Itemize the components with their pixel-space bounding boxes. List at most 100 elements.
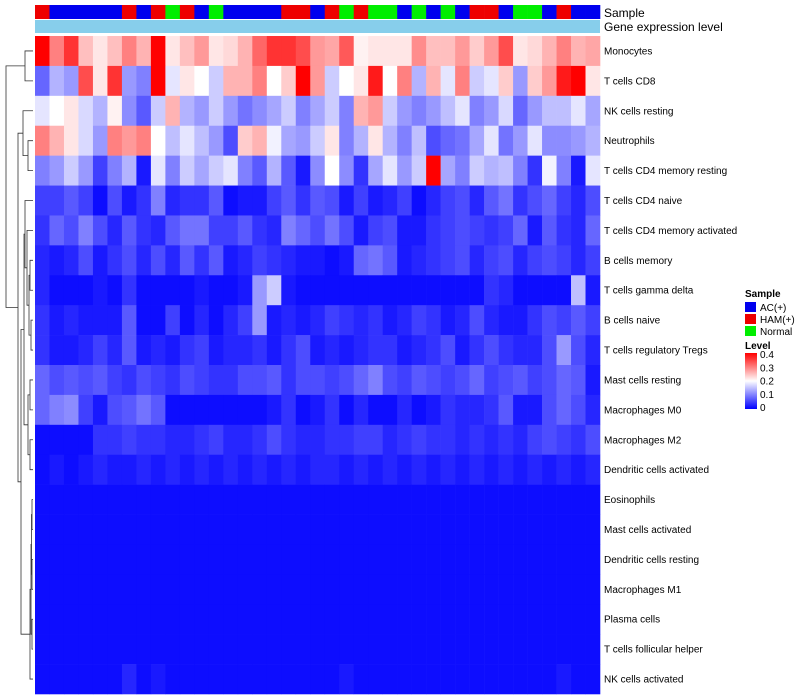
dendrogram-branch: [17, 132, 23, 483]
heatmap-cell: [237, 634, 253, 665]
heatmap-cell: [179, 305, 195, 336]
heatmap-cell: [35, 245, 50, 276]
heatmap-cell: [237, 95, 253, 127]
heatmap-cell: [571, 574, 586, 605]
heatmap-cell: [513, 155, 528, 186]
heatmap-cell: [92, 95, 108, 127]
heatmap-cell: [527, 335, 543, 366]
heatmap-cell: [513, 634, 528, 665]
heatmap-cell: [498, 454, 514, 485]
heatmap-cell: [426, 544, 441, 575]
heatmap-cell: [382, 484, 398, 515]
heatmap-cell: [295, 65, 311, 97]
heatmap-cell: [179, 365, 195, 396]
heatmap-cell: [223, 335, 239, 366]
sample-annotation-bar: [35, 5, 601, 19]
heatmap-cell: [237, 36, 253, 67]
heatmap-cell: [121, 275, 137, 306]
row-label: Macrophages M0: [604, 405, 682, 416]
heatmap-cell: [266, 305, 282, 336]
heatmap-cell: [484, 95, 499, 127]
heatmap-cell: [266, 125, 282, 156]
heatmap-cell: [571, 664, 586, 695]
heatmap-cell: [469, 95, 485, 127]
heatmap-cell: [107, 245, 123, 276]
heatmap-cell: [237, 514, 253, 545]
heatmap-cell: [411, 155, 427, 186]
row-label: Neutrophils: [604, 136, 655, 147]
row-label: T cells CD4 memory activated: [604, 226, 737, 237]
heatmap-cell: [339, 125, 355, 156]
heatmap-cell: [266, 394, 282, 426]
heatmap-cell: [440, 155, 456, 186]
heatmap-cell: [339, 664, 355, 695]
heatmap-cell: [498, 394, 514, 426]
heatmap-cell: [194, 604, 210, 635]
heatmap-cell: [498, 245, 514, 276]
heatmap-cell: [223, 424, 239, 456]
heatmap-cell: [440, 305, 456, 336]
sample-cell: [339, 5, 355, 19]
sample-cell: [585, 5, 601, 19]
heatmap-cell: [585, 484, 601, 515]
heatmap-cell: [92, 215, 108, 246]
heatmap-cell: [49, 155, 65, 186]
heatmap-cell: [63, 664, 79, 695]
heatmap-cell: [281, 574, 297, 605]
heatmap-cell: [440, 125, 456, 156]
heatmap-cell: [339, 155, 355, 186]
heatmap-cell: [310, 365, 326, 396]
heatmap-cell: [150, 335, 166, 366]
heatmap-cell: [339, 65, 355, 97]
heatmap-cell: [310, 125, 326, 156]
heatmap-cell: [440, 215, 456, 246]
heatmap-cell: [136, 36, 152, 67]
heatmap-cell: [397, 544, 412, 575]
heatmap-cell: [469, 514, 485, 545]
heatmap-cell: [353, 604, 369, 635]
heatmap-cell: [411, 394, 427, 426]
heatmap-cell: [35, 125, 50, 156]
heatmap-cell: [397, 514, 412, 545]
heatmap-cell: [426, 365, 441, 396]
heatmap-cell: [556, 514, 572, 545]
heatmap-cell: [542, 365, 557, 396]
heatmap-cell: [49, 664, 65, 695]
heatmap-cell: [295, 125, 311, 156]
heatmap-cell: [136, 365, 152, 396]
heatmap-cell: [556, 245, 572, 276]
heatmap-cell: [498, 65, 514, 97]
heatmap-cell: [136, 574, 152, 605]
heatmap-cell: [266, 634, 282, 665]
heatmap-cell: [498, 664, 514, 695]
heatmap-cell: [368, 634, 383, 665]
sample-cell: [440, 5, 456, 19]
heatmap-cell: [295, 394, 311, 426]
heatmap-cell: [498, 185, 514, 216]
heatmap-cell: [310, 185, 326, 216]
heatmap-cell: [469, 185, 485, 216]
heatmap-cell: [440, 185, 456, 216]
heatmap-cell: [121, 95, 137, 127]
heatmap-cell: [49, 484, 65, 515]
heatmap-cell: [411, 95, 427, 127]
heatmap-cell: [208, 394, 224, 426]
heatmap-cell: [498, 634, 514, 665]
heatmap-cell: [542, 185, 557, 216]
heatmap-cell: [150, 544, 166, 575]
heatmap-cell: [527, 185, 543, 216]
heatmap-cell: [455, 275, 470, 306]
heatmap-cell: [49, 544, 65, 575]
heatmap-cell: [455, 125, 470, 156]
heatmap-cell: [150, 604, 166, 635]
heatmap-cell: [310, 245, 326, 276]
heatmap-cell: [571, 215, 586, 246]
heatmap-cell: [556, 424, 572, 456]
heatmap-cell: [542, 275, 557, 306]
heatmap-cell: [527, 424, 543, 456]
heatmap-cell: [310, 394, 326, 426]
heatmap-cell: [484, 215, 499, 246]
heatmap-cell: [585, 424, 601, 456]
heatmap-cell: [571, 185, 586, 216]
heatmap-cell: [237, 454, 253, 485]
